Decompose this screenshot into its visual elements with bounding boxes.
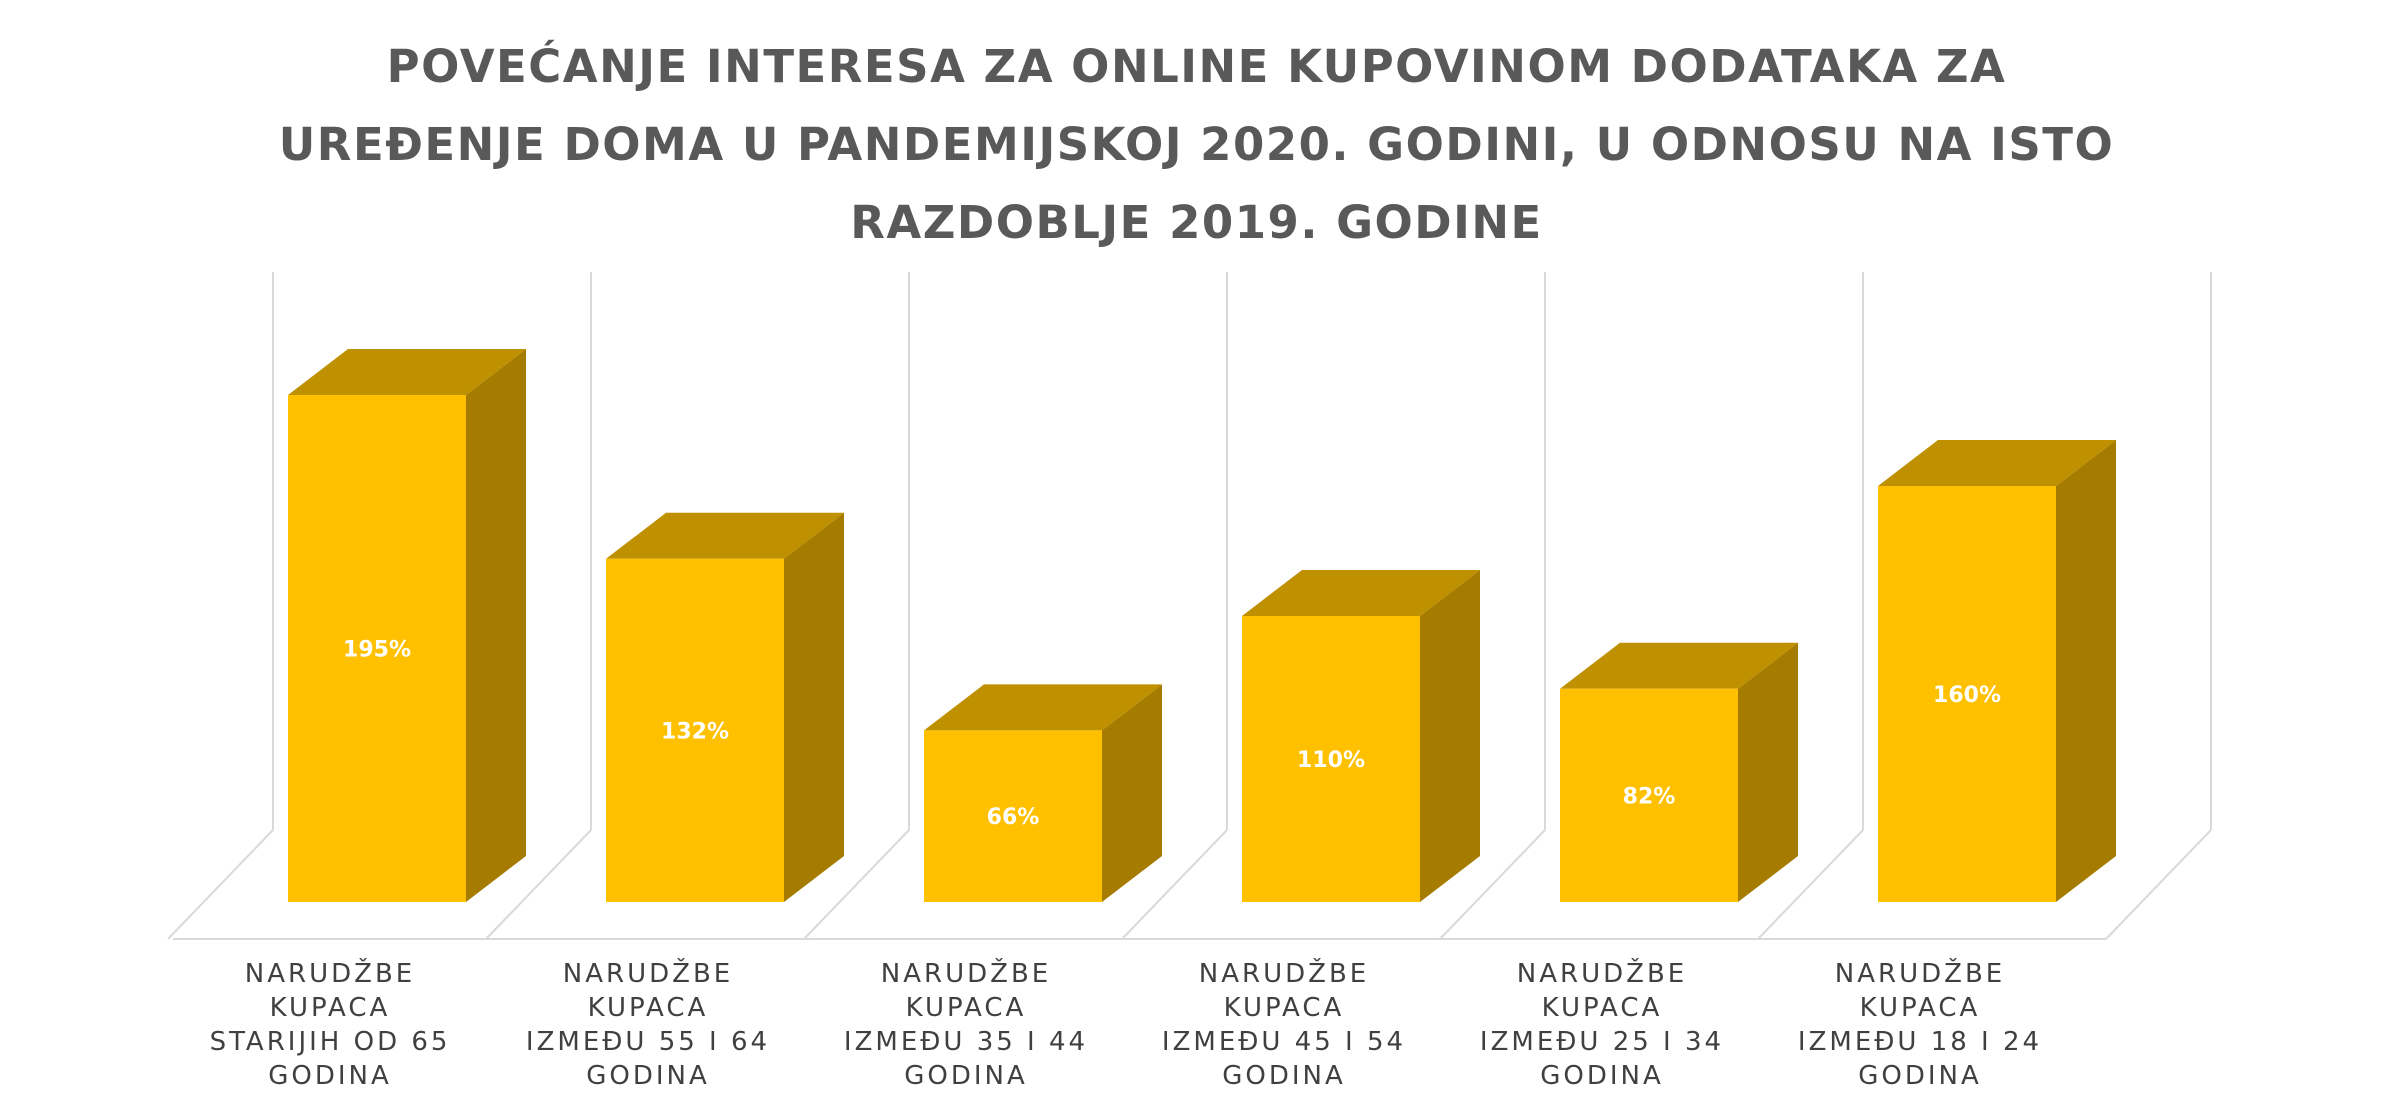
floor-gridline [803, 829, 910, 940]
floor-gridline [485, 829, 592, 940]
chart-title-line-1: POVEĆANJE INTERESA ZA ONLINE KUPOVINOM D… [386, 40, 2007, 93]
bar-front-face [288, 395, 466, 902]
bar-front-face [1560, 688, 1738, 902]
bar-top-face [288, 349, 526, 395]
bar-value-label: 132% [661, 719, 729, 744]
category-label-6: NARUDŽBE KUPACA IZMEĐU 18 I 24 GODINA [1770, 957, 2070, 1093]
bar-side-face [2056, 440, 2116, 902]
floor-gridline [167, 829, 274, 940]
category-label-2: NARUDŽBE KUPACA IZMEĐU 55 I 64 GODINA [498, 957, 798, 1093]
category-label-1: NARUDŽBE KUPACA STARIJIH OD 65 GODINA [180, 957, 480, 1093]
chart-gridlines [167, 272, 2212, 940]
category-label-line: STARIJIH OD 65 [209, 1027, 451, 1057]
category-label-line: IZMEĐU 35 I 44 [843, 1027, 1089, 1057]
category-label-line: GODINA [1858, 1061, 1982, 1091]
bar-side-face [1102, 684, 1162, 902]
category-label-3: NARUDŽBE KUPACA IZMEĐU 35 I 44 GODINA [816, 957, 1116, 1093]
bar-top-face [1560, 642, 1798, 689]
bar-value-label: 160% [1933, 683, 2001, 708]
bar-4 [1242, 570, 1480, 902]
floor-gridline [1757, 829, 1864, 940]
bar-side-face [466, 349, 526, 902]
bar-top-face [924, 684, 1162, 731]
bar-side-face [1420, 570, 1480, 902]
category-label-line: GODINA [1222, 1061, 1346, 1091]
bar-value-label: 110% [1297, 748, 1365, 773]
bar-front-face [1242, 616, 1420, 902]
chart-title: POVEĆANJE INTERESA ZA ONLINE KUPOVINOM D… [0, 28, 2393, 262]
category-label-line: GODINA [586, 1061, 710, 1091]
category-label-line: GODINA [268, 1061, 392, 1091]
category-label-line: NARUDŽBE KUPACA [562, 959, 734, 1023]
bar-5 [1560, 642, 1798, 902]
bar-top-face [1878, 440, 2116, 486]
category-label-line: GODINA [1540, 1061, 1664, 1091]
category-label-line: IZMEĐU 18 I 24 [1797, 1027, 2043, 1057]
bar-front-face [1878, 486, 2056, 902]
category-label-line: IZMEĐU 55 I 64 [525, 1027, 771, 1057]
floor-gridline [2105, 829, 2212, 940]
bar-value-label: 66% [987, 805, 1040, 830]
bar-1 [288, 349, 526, 902]
floor-gridline [1439, 829, 1546, 940]
category-label-line: NARUDŽBE KUPACA [1516, 959, 1688, 1023]
floor-gridline [1121, 829, 1228, 940]
chart-title-line-3: RAZDOBLJE 2019. GODINE [850, 196, 1543, 249]
category-label-line: NARUDŽBE KUPACA [880, 959, 1052, 1023]
bar-front-face [606, 558, 784, 902]
category-label-line: NARUDŽBE KUPACA [1198, 959, 1370, 1023]
bar-top-face [606, 512, 844, 559]
category-label-4: NARUDŽBE KUPACA IZMEĐU 45 I 54 GODINA [1134, 957, 1434, 1093]
chart-title-line-2: UREĐENJE DOMA U PANDEMIJSKOJ 2020. GODIN… [278, 118, 2115, 171]
chart-bars [288, 349, 2116, 902]
category-label-line: NARUDŽBE KUPACA [1834, 959, 2006, 1023]
category-label-line: NARUDŽBE KUPACA [244, 959, 416, 1023]
bar-2 [606, 512, 844, 902]
bar-value-label: 82% [1623, 784, 1676, 809]
category-label-line: IZMEĐU 25 I 34 [1479, 1027, 1725, 1057]
bar-side-face [1738, 642, 1798, 902]
bar-6 [1878, 440, 2116, 902]
bar-side-face [784, 512, 844, 902]
bar-front-face [924, 730, 1102, 902]
category-label-5: NARUDŽBE KUPACA IZMEĐU 25 I 34 GODINA [1452, 957, 1752, 1093]
category-label-line: GODINA [904, 1061, 1028, 1091]
chart-data-labels: 195% 132% 66% 110% 82% 160% [343, 638, 2001, 831]
bar-top-face [1242, 570, 1480, 616]
bar-value-label: 195% [343, 638, 411, 663]
bar-3 [924, 684, 1162, 902]
category-label-line: IZMEĐU 45 I 54 [1161, 1027, 1407, 1057]
